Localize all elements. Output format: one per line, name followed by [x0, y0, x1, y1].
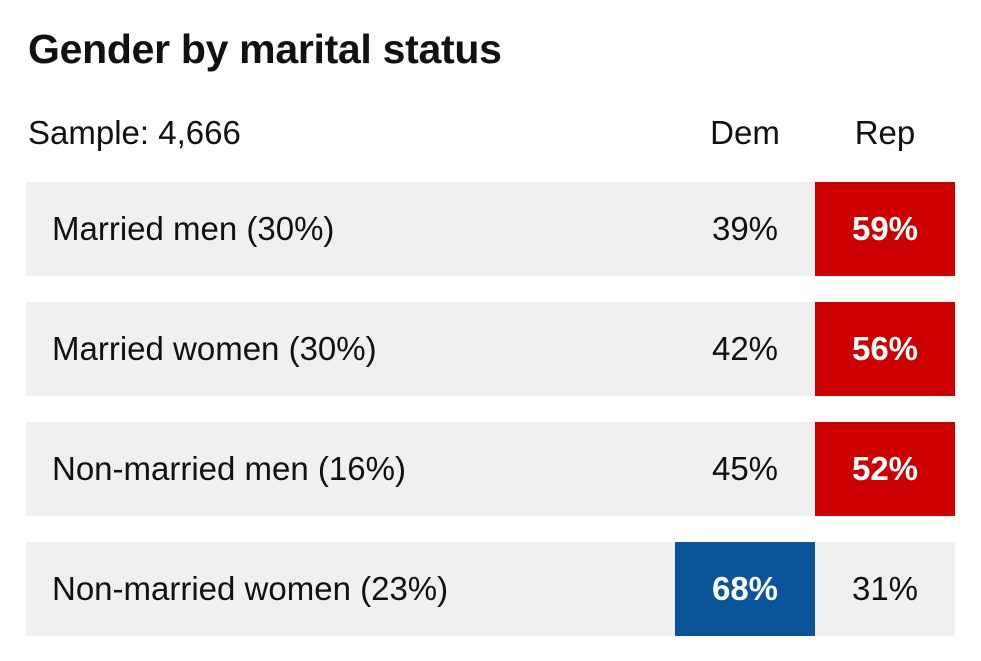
dem-value: 45% — [711, 450, 779, 487]
row-label: Non-married women (23%) — [52, 570, 449, 607]
table-row: Married women (30%) 42% 56% — [26, 302, 955, 396]
rep-value: 31% — [851, 570, 919, 607]
dem-value: 39% — [711, 210, 779, 247]
table-row: Non-married women (23%) 68% 31% — [26, 542, 955, 636]
rep-value: 52% — [815, 422, 955, 516]
row-label: Non-married men (16%) — [52, 450, 406, 487]
column-header-rep: Rep — [854, 114, 916, 151]
dem-value: 42% — [711, 330, 779, 367]
table-row: Married men (30%) 39% 59% — [26, 182, 955, 276]
rep-value: 56% — [815, 302, 955, 396]
table-row: Non-married men (16%) 45% 52% — [26, 422, 955, 516]
chart-title: Gender by marital status — [28, 26, 502, 72]
sample-size: Sample: 4,666 — [28, 114, 241, 151]
rep-value: 59% — [815, 182, 955, 276]
row-label: Married women (30%) — [52, 330, 377, 367]
column-header-dem: Dem — [710, 114, 780, 151]
dem-value: 68% — [675, 542, 815, 636]
row-label: Married men (30%) — [52, 210, 335, 247]
